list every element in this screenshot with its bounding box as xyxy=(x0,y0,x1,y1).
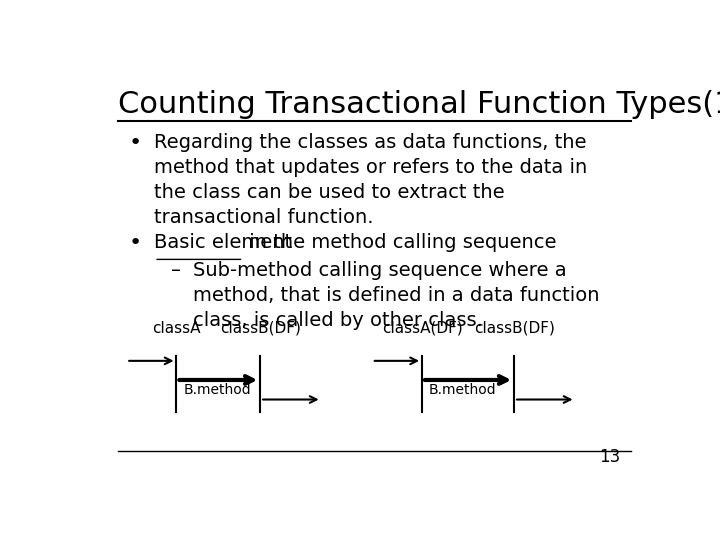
Text: –: – xyxy=(171,261,181,280)
Text: Regarding the classes as data functions, the
method that updates or refers to th: Regarding the classes as data functions,… xyxy=(154,133,588,227)
Text: B.method: B.method xyxy=(428,383,496,397)
Text: in the method calling sequence: in the method calling sequence xyxy=(243,233,557,252)
Text: classA: classA xyxy=(152,321,201,336)
Text: Basic element: Basic element xyxy=(154,233,292,252)
Text: classA(DF): classA(DF) xyxy=(382,321,462,336)
Text: •: • xyxy=(129,233,143,253)
Text: B.method: B.method xyxy=(183,383,251,397)
Text: 13: 13 xyxy=(599,448,620,466)
Text: Sub-method calling sequence where a
method, that is defined in a data function
c: Sub-method calling sequence where a meth… xyxy=(193,261,600,330)
Text: •: • xyxy=(129,133,143,153)
Text: Counting Transactional Function Types(1): Counting Transactional Function Types(1) xyxy=(118,90,720,119)
Text: classB(DF): classB(DF) xyxy=(474,321,554,336)
Text: classB(DF): classB(DF) xyxy=(220,321,301,336)
